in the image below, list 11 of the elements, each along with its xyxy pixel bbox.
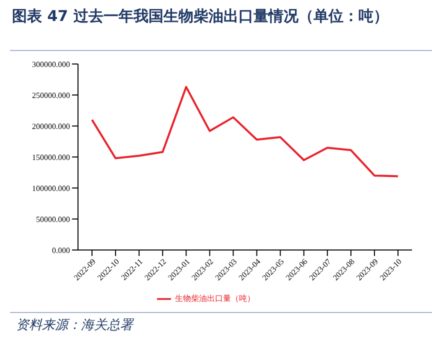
y-tick-label: 300000.000: [32, 60, 70, 69]
y-tick-label: 200000.000: [32, 122, 70, 131]
legend-label: 生物柴油出口量（吨）: [175, 294, 255, 304]
y-tick-label: 100000.000: [32, 184, 70, 193]
chart-title: 图表 47 过去一年我国生物柴油出口量情况（单位：吨）: [12, 6, 390, 26]
y-tick-label: 0.000: [52, 246, 70, 255]
y-tick-label: 250000.000: [32, 90, 70, 100]
y-tick-label: 50000.000: [36, 214, 70, 224]
text: 资料来源：海关总署: [16, 316, 133, 334]
line-series: [91, 86, 399, 178]
y-tick-label: 150000.000: [32, 152, 70, 162]
